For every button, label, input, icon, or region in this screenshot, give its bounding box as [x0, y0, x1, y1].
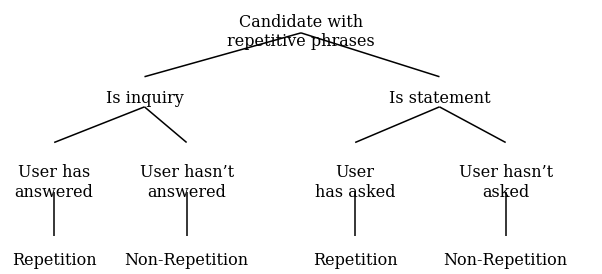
- Text: Repetition: Repetition: [313, 252, 397, 269]
- Text: Is inquiry: Is inquiry: [105, 90, 184, 107]
- Text: User has
answered: User has answered: [14, 164, 94, 201]
- Text: Candidate with
repetitive phrases: Candidate with repetitive phrases: [227, 14, 375, 50]
- Text: Non-Repetition: Non-Repetition: [444, 252, 568, 269]
- Text: Repetition: Repetition: [12, 252, 96, 269]
- Text: User
has asked: User has asked: [315, 164, 396, 201]
- Text: Non-Repetition: Non-Repetition: [125, 252, 249, 269]
- Text: Is statement: Is statement: [389, 90, 490, 107]
- Text: User hasn’t
answered: User hasn’t answered: [140, 164, 234, 201]
- Text: User hasn’t
asked: User hasn’t asked: [459, 164, 553, 201]
